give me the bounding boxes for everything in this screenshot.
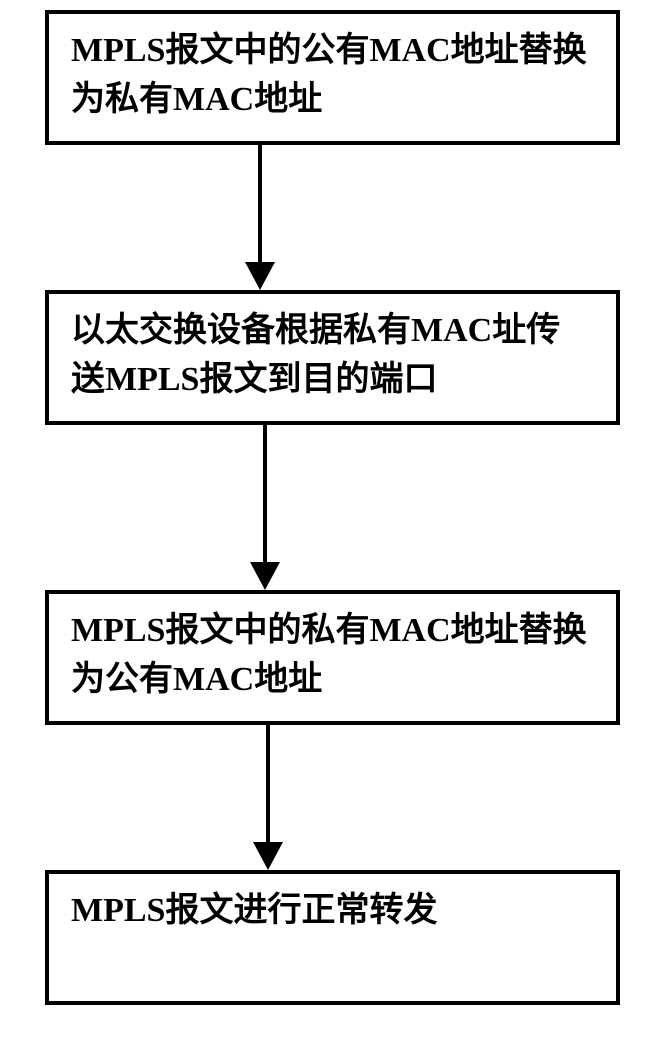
flow-node-n4: MPLS报文进行正常转发 xyxy=(45,870,620,1005)
flow-arrow-n3-n4 xyxy=(253,725,283,870)
flow-node-label: 以太交换设备根据私有MAC址传送MPLS报文到目的端口 xyxy=(71,306,594,405)
flow-node-label: MPLS报文中的公有MAC地址替换为私有MAC地址 xyxy=(71,26,594,125)
flow-node-label: MPLS报文中的私有MAC地址替换为公有MAC地址 xyxy=(71,606,594,705)
flowchart-canvas: MPLS报文中的公有MAC地址替换为私有MAC地址以太交换设备根据私有MAC址传… xyxy=(0,0,664,1057)
flow-arrow-n1-n2 xyxy=(245,145,275,290)
flow-node-n2: 以太交换设备根据私有MAC址传送MPLS报文到目的端口 xyxy=(45,290,620,425)
flow-node-n3: MPLS报文中的私有MAC地址替换为公有MAC地址 xyxy=(45,590,620,725)
flow-arrow-n2-n3 xyxy=(250,425,280,590)
flow-node-label: MPLS报文进行正常转发 xyxy=(71,886,594,935)
flow-node-n1: MPLS报文中的公有MAC地址替换为私有MAC地址 xyxy=(45,10,620,145)
